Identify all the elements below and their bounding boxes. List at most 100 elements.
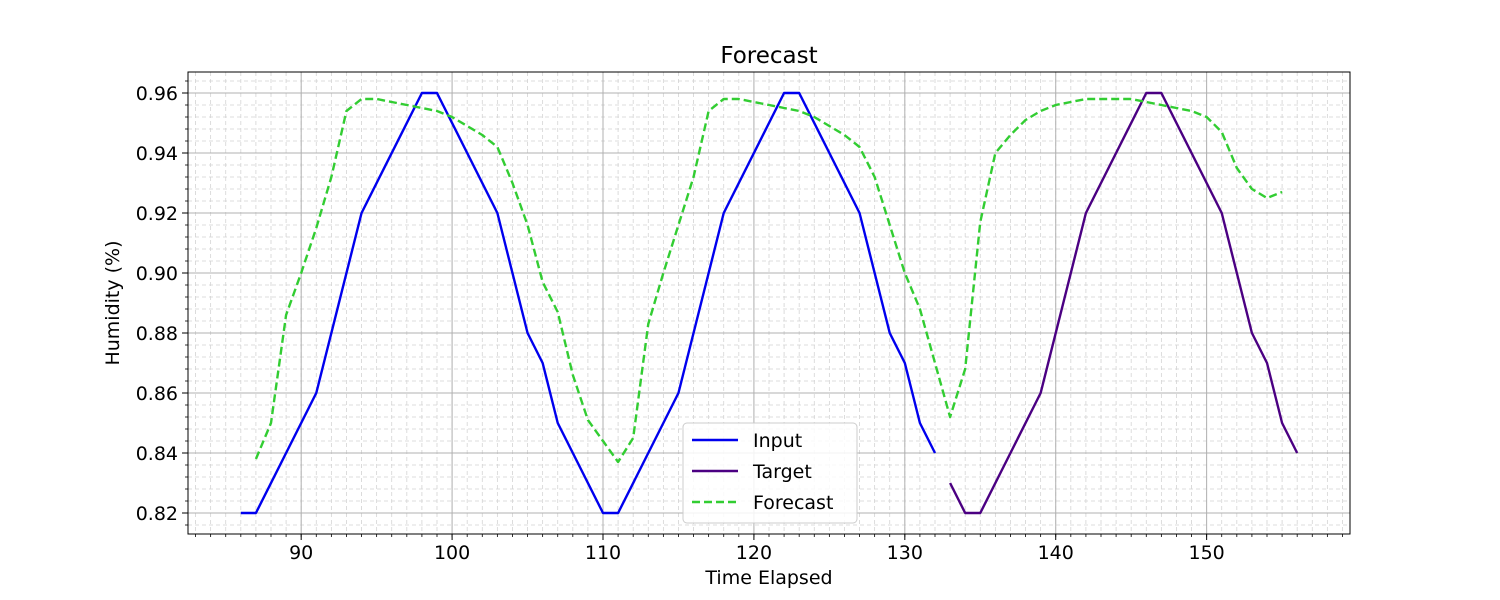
data-point-input	[527, 332, 529, 334]
data-point-forecast	[723, 98, 725, 100]
data-point-forecast	[345, 110, 347, 112]
data-point-forecast	[798, 110, 800, 112]
data-point-forecast	[1266, 197, 1268, 199]
data-point-forecast	[1070, 101, 1072, 103]
axis-ticks	[182, 80, 1343, 540]
data-point-forecast	[904, 272, 906, 274]
series-line-input	[240, 91, 937, 515]
data-point-input	[421, 92, 423, 94]
x-tick-label: 120	[736, 542, 772, 564]
data-point-forecast	[979, 221, 981, 223]
series-line-forecast	[254, 97, 1283, 464]
data-point-input	[617, 512, 619, 514]
data-point-target	[1085, 212, 1087, 214]
data-point-input	[889, 332, 891, 334]
tick-labels: 90 100 110 120 130 140 150 0.82 0.84 0.86 0.88 0.90…	[136, 83, 1225, 564]
data-point-forecast	[587, 419, 589, 421]
data-point-forecast	[315, 227, 317, 229]
data-point-forecast	[632, 437, 634, 439]
legend-label-target: Target	[752, 461, 812, 483]
legend-box	[682, 422, 858, 524]
data-point-forecast	[949, 416, 951, 418]
data-point-forecast	[421, 107, 423, 109]
data-point-target	[1145, 92, 1147, 94]
data-point-forecast	[708, 110, 710, 112]
data-point-input	[677, 392, 679, 394]
x-tick-label: 140	[1038, 542, 1074, 564]
x-tick-label: 110	[585, 542, 621, 564]
data-point-forecast	[1130, 98, 1132, 100]
data-point-input	[919, 422, 921, 424]
y-tick-label: 0.96	[136, 83, 178, 105]
data-point-target	[1221, 212, 1223, 214]
data-point-forecast	[783, 107, 785, 109]
data-point-forecast	[677, 224, 679, 226]
data-point-target	[979, 512, 981, 514]
data-point-forecast	[1009, 134, 1011, 136]
data-point-forecast	[466, 125, 468, 127]
y-tick-label: 0.84	[136, 443, 178, 465]
data-point-forecast	[1221, 131, 1223, 133]
data-point-forecast	[527, 224, 529, 226]
data-point-forecast	[602, 440, 604, 442]
data-point-forecast	[738, 98, 740, 100]
data-point-forecast	[874, 176, 876, 178]
x-tick-label: 150	[1189, 542, 1225, 564]
data-point-forecast	[270, 422, 272, 424]
data-point-forecast	[964, 368, 966, 370]
data-point-forecast	[662, 272, 664, 274]
data-point-target	[1266, 362, 1268, 364]
data-point-input	[496, 212, 498, 214]
data-point-forecast	[1160, 104, 1162, 106]
data-point-forecast	[391, 101, 393, 103]
data-point-input	[315, 392, 317, 394]
data-point-forecast	[481, 134, 483, 136]
legend-label-forecast: Forecast	[753, 492, 833, 514]
data-point-forecast	[361, 98, 363, 100]
data-point-forecast	[1191, 110, 1193, 112]
data-point-forecast	[1236, 167, 1238, 169]
data-point-forecast	[1055, 104, 1057, 106]
data-point-input	[240, 512, 242, 514]
data-point-input	[542, 362, 544, 364]
data-point-forecast	[376, 98, 378, 100]
data-point-forecast	[934, 362, 936, 364]
data-point-target	[1040, 392, 1042, 394]
data-point-forecast	[300, 272, 302, 274]
data-point-forecast	[542, 281, 544, 283]
data-point-target	[949, 482, 951, 484]
data-point-forecast	[1175, 107, 1177, 109]
data-point-forecast	[1100, 98, 1102, 100]
data-point-input	[602, 512, 604, 514]
data-point-target	[1160, 92, 1162, 94]
legend-label-input: Input	[753, 430, 802, 452]
data-point-forecast	[451, 116, 453, 118]
data-point-forecast	[1281, 191, 1283, 193]
data-point-input	[361, 212, 363, 214]
y-tick-label: 0.86	[136, 383, 178, 405]
x-tick-label: 100	[434, 542, 470, 564]
data-point-input	[934, 452, 936, 454]
data-point-forecast	[511, 182, 513, 184]
series-layer	[240, 91, 1299, 515]
legend: Input Target Forecast	[682, 422, 858, 524]
y-tick-label: 0.90	[136, 263, 178, 285]
data-point-forecast	[828, 125, 830, 127]
data-point-forecast	[693, 176, 695, 178]
data-point-forecast	[1206, 116, 1208, 118]
data-point-forecast	[859, 146, 861, 148]
data-point-forecast	[557, 311, 559, 313]
data-point-input	[723, 212, 725, 214]
data-point-target	[1251, 332, 1253, 334]
data-point-input	[798, 92, 800, 94]
data-point-forecast	[889, 224, 891, 226]
data-point-forecast	[843, 134, 845, 136]
data-point-input	[904, 362, 906, 364]
data-point-forecast	[1040, 110, 1042, 112]
data-point-target	[1281, 422, 1283, 424]
data-point-forecast	[994, 152, 996, 154]
data-point-forecast	[255, 458, 257, 460]
data-point-forecast	[330, 176, 332, 178]
